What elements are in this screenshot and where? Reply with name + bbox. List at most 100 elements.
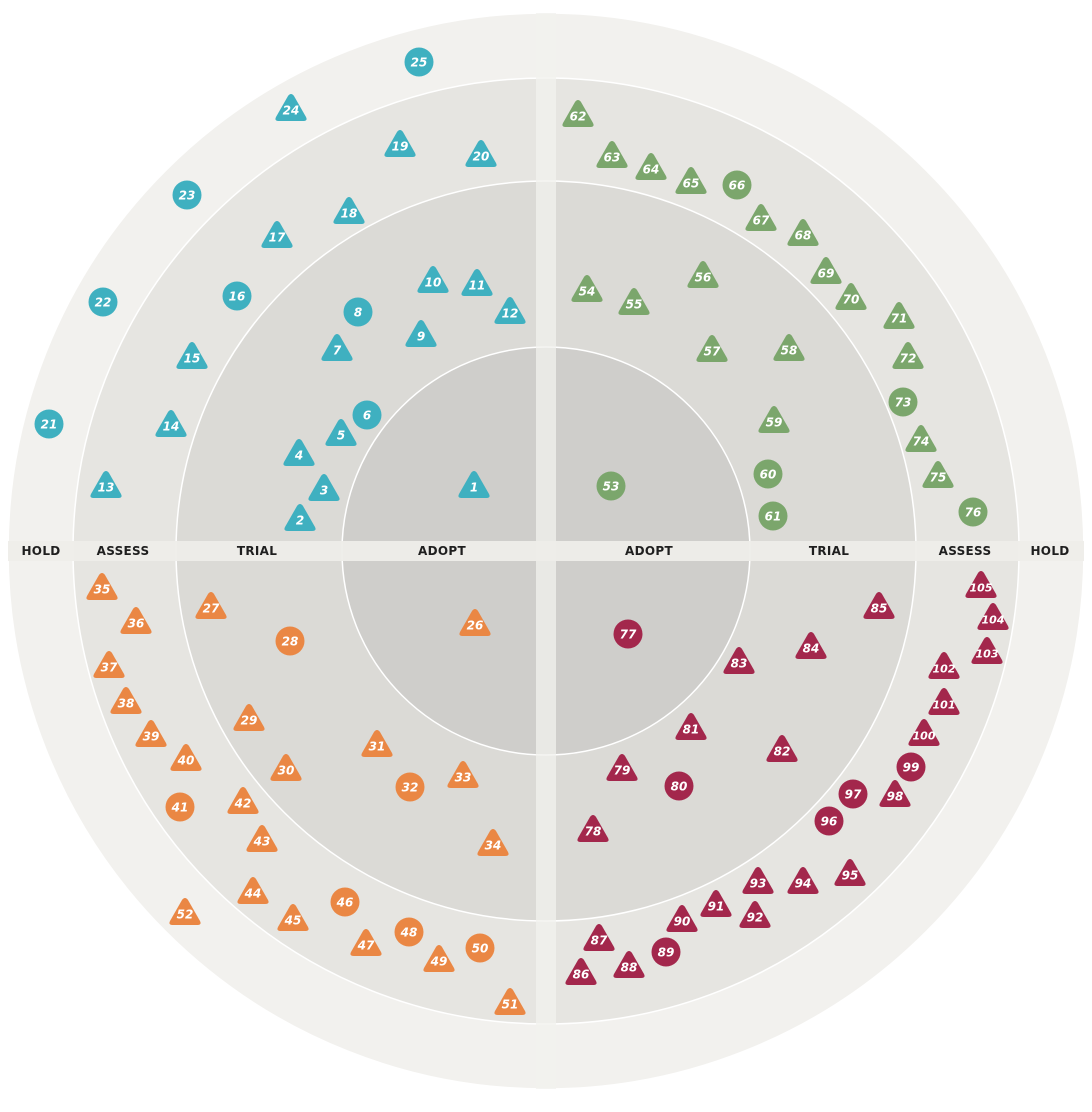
blip-8[interactable]: 8 bbox=[343, 297, 373, 327]
blip-86[interactable]: 86 bbox=[565, 958, 597, 985]
blip-104[interactable]: 104 bbox=[977, 603, 1009, 630]
blip-66[interactable]: 66 bbox=[722, 170, 752, 200]
blip-51[interactable]: 51 bbox=[494, 988, 526, 1015]
blip-74[interactable]: 74 bbox=[905, 425, 937, 452]
blip-97[interactable]: 97 bbox=[838, 779, 868, 809]
blip-60[interactable]: 60 bbox=[753, 459, 783, 489]
blip-20[interactable]: 20 bbox=[465, 140, 497, 167]
blip-94[interactable]: 94 bbox=[787, 867, 819, 894]
blip-80[interactable]: 80 bbox=[664, 771, 694, 801]
blip-12[interactable]: 12 bbox=[494, 297, 526, 324]
blip-105[interactable]: 105 bbox=[965, 571, 997, 598]
blip-59[interactable]: 59 bbox=[758, 406, 790, 433]
blip-91[interactable]: 91 bbox=[700, 890, 732, 917]
blip-2[interactable]: 2 bbox=[284, 504, 316, 531]
blip-43[interactable]: 43 bbox=[246, 825, 278, 852]
blip-61[interactable]: 61 bbox=[758, 501, 788, 531]
blip-30[interactable]: 30 bbox=[270, 754, 302, 781]
blip-100[interactable]: 100 bbox=[908, 719, 940, 746]
blip-47[interactable]: 47 bbox=[350, 929, 382, 956]
blip-54[interactable]: 54 bbox=[571, 275, 603, 302]
blip-68[interactable]: 68 bbox=[787, 219, 819, 246]
blip-81[interactable]: 81 bbox=[675, 713, 707, 740]
blip-87[interactable]: 87 bbox=[583, 924, 615, 951]
blip-29[interactable]: 29 bbox=[233, 704, 265, 731]
blip-3[interactable]: 3 bbox=[308, 474, 340, 501]
blip-77[interactable]: 77 bbox=[613, 619, 643, 649]
blip-64[interactable]: 64 bbox=[635, 153, 667, 180]
blip-38[interactable]: 38 bbox=[110, 687, 142, 714]
blip-96[interactable]: 96 bbox=[814, 806, 844, 836]
blip-62[interactable]: 62 bbox=[562, 100, 594, 127]
blip-88[interactable]: 88 bbox=[613, 951, 645, 978]
blip-67[interactable]: 67 bbox=[745, 204, 777, 231]
blip-34[interactable]: 34 bbox=[477, 829, 509, 856]
blip-46[interactable]: 46 bbox=[330, 887, 360, 917]
blip-44[interactable]: 44 bbox=[237, 877, 269, 904]
blip-93[interactable]: 93 bbox=[742, 867, 774, 894]
blip-63[interactable]: 63 bbox=[596, 141, 628, 168]
blip-4[interactable]: 4 bbox=[283, 439, 315, 466]
blip-65[interactable]: 65 bbox=[675, 167, 707, 194]
blip-76[interactable]: 76 bbox=[958, 497, 988, 527]
blip-39[interactable]: 39 bbox=[135, 720, 167, 747]
blip-1[interactable]: 1 bbox=[458, 471, 490, 498]
blip-24[interactable]: 24 bbox=[275, 94, 307, 121]
blip-50[interactable]: 50 bbox=[465, 933, 495, 963]
blip-10[interactable]: 10 bbox=[417, 266, 449, 293]
blip-82[interactable]: 82 bbox=[766, 735, 798, 762]
blip-78[interactable]: 78 bbox=[577, 815, 609, 842]
blip-85[interactable]: 85 bbox=[863, 592, 895, 619]
blip-89[interactable]: 89 bbox=[651, 937, 681, 967]
blip-101[interactable]: 101 bbox=[928, 688, 960, 715]
blip-41[interactable]: 41 bbox=[165, 792, 195, 822]
blip-102[interactable]: 102 bbox=[928, 652, 960, 679]
blip-14[interactable]: 14 bbox=[155, 410, 187, 437]
blip-99[interactable]: 99 bbox=[896, 752, 926, 782]
blip-42[interactable]: 42 bbox=[227, 787, 259, 814]
blip-7[interactable]: 7 bbox=[321, 334, 353, 361]
blip-18[interactable]: 18 bbox=[333, 197, 365, 224]
blip-48[interactable]: 48 bbox=[394, 917, 424, 947]
blip-9[interactable]: 9 bbox=[405, 320, 437, 347]
blip-5[interactable]: 5 bbox=[325, 419, 357, 446]
blip-83[interactable]: 83 bbox=[723, 647, 755, 674]
blip-22[interactable]: 22 bbox=[88, 287, 118, 317]
blip-17[interactable]: 17 bbox=[261, 221, 293, 248]
blip-53[interactable]: 53 bbox=[596, 471, 626, 501]
blip-37[interactable]: 37 bbox=[93, 651, 125, 678]
blip-25[interactable]: 25 bbox=[404, 47, 434, 77]
blip-40[interactable]: 40 bbox=[170, 744, 202, 771]
blip-36[interactable]: 36 bbox=[120, 607, 152, 634]
blip-103[interactable]: 103 bbox=[971, 637, 1003, 664]
blip-32[interactable]: 32 bbox=[395, 772, 425, 802]
blip-15[interactable]: 15 bbox=[176, 342, 208, 369]
blip-16[interactable]: 16 bbox=[222, 281, 252, 311]
blip-6[interactable]: 6 bbox=[352, 400, 382, 430]
blip-95[interactable]: 95 bbox=[834, 859, 866, 886]
blip-79[interactable]: 79 bbox=[606, 754, 638, 781]
blip-27[interactable]: 27 bbox=[195, 592, 227, 619]
blip-84[interactable]: 84 bbox=[795, 632, 827, 659]
blip-73[interactable]: 73 bbox=[888, 387, 918, 417]
blip-58[interactable]: 58 bbox=[773, 334, 805, 361]
blip-26[interactable]: 26 bbox=[459, 609, 491, 636]
blip-55[interactable]: 55 bbox=[618, 288, 650, 315]
blip-98[interactable]: 98 bbox=[879, 780, 911, 807]
blip-71[interactable]: 71 bbox=[883, 302, 915, 329]
blip-52[interactable]: 52 bbox=[169, 898, 201, 925]
blip-56[interactable]: 56 bbox=[687, 261, 719, 288]
blip-19[interactable]: 19 bbox=[384, 130, 416, 157]
blip-13[interactable]: 13 bbox=[90, 471, 122, 498]
blip-21[interactable]: 21 bbox=[34, 409, 64, 439]
blip-70[interactable]: 70 bbox=[835, 283, 867, 310]
blip-45[interactable]: 45 bbox=[277, 904, 309, 931]
blip-57[interactable]: 57 bbox=[696, 335, 728, 362]
blip-75[interactable]: 75 bbox=[922, 461, 954, 488]
blip-33[interactable]: 33 bbox=[447, 761, 479, 788]
blip-72[interactable]: 72 bbox=[892, 342, 924, 369]
blip-11[interactable]: 11 bbox=[461, 269, 493, 296]
blip-31[interactable]: 31 bbox=[361, 730, 393, 757]
blip-49[interactable]: 49 bbox=[423, 945, 455, 972]
blip-69[interactable]: 69 bbox=[810, 257, 842, 284]
